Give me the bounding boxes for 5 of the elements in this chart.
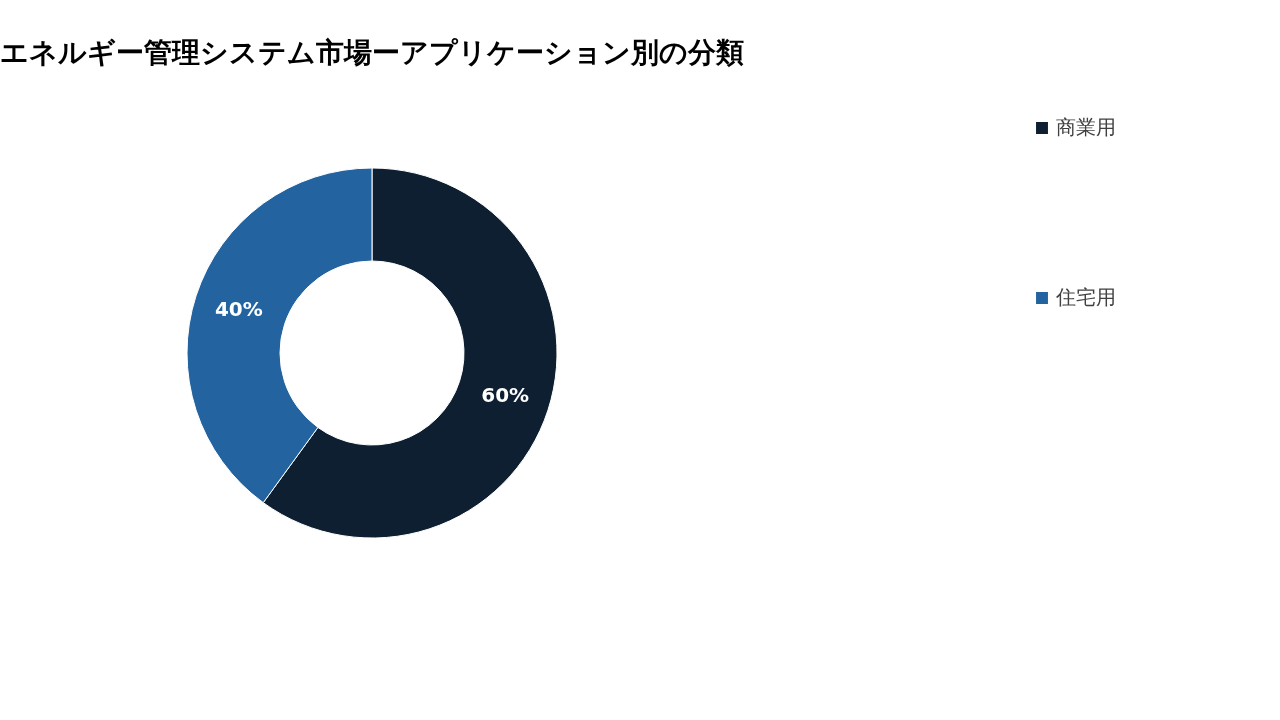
data-label: 60% [481, 383, 530, 408]
legend-label: 商業用 [1056, 115, 1116, 139]
chart-title: エネルギー管理システム市場ーアプリケーション別の分類 [0, 36, 744, 69]
data-label: 40% [214, 296, 263, 321]
legend-label: 住宅用 [1055, 285, 1116, 309]
